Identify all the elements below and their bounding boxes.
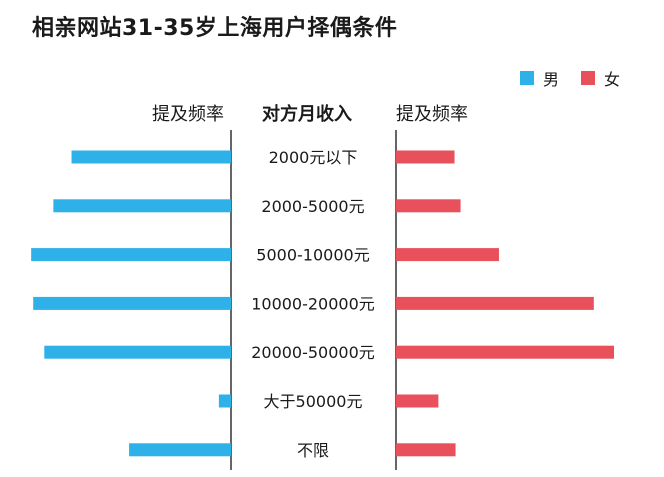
bar-female (396, 199, 461, 213)
bar-male (31, 248, 231, 262)
bar-female (396, 394, 439, 408)
legend: 男 女 (520, 66, 642, 90)
category-label: 5000-10000元 (256, 246, 369, 265)
category-label: 2000元以下 (269, 148, 358, 167)
category-label: 20000-50000元 (251, 343, 375, 362)
bar-female (396, 345, 614, 359)
legend-swatch-female (581, 71, 596, 85)
legend-label-female: 女 (604, 70, 621, 89)
bar-male (53, 199, 232, 213)
bar-female (396, 248, 499, 262)
category-label: 10000-20000元 (251, 294, 375, 313)
bar-male (218, 394, 231, 408)
chart-title: 相亲网站31-35岁上海用户择偶条件 (32, 16, 398, 41)
bar-female (396, 296, 594, 310)
category-label: 大于50000元 (264, 392, 363, 411)
header-center-income: 对方月收入 (262, 104, 352, 125)
legend-label-male: 男 (543, 70, 560, 89)
bar-female (396, 443, 456, 457)
header-right-frequency: 提及频率 (396, 104, 468, 125)
bar-male (44, 345, 232, 359)
bar-male (71, 150, 231, 164)
bar-male (33, 296, 232, 310)
category-label: 不限 (297, 441, 329, 460)
category-label: 2000-5000元 (261, 197, 364, 216)
legend-swatch-male (520, 71, 534, 85)
bar-female (396, 150, 455, 164)
bar-male (129, 443, 231, 457)
header-left-frequency: 提及频率 (152, 104, 224, 125)
